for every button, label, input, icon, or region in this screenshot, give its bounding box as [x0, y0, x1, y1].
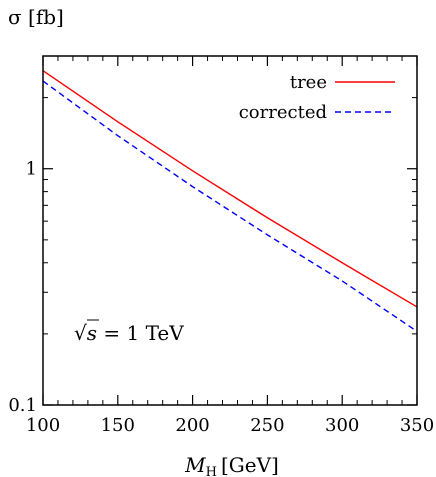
legend-label-corrected: corrected	[239, 102, 327, 123]
annotation-text: √s = 1 TeV	[74, 321, 184, 345]
energy-annotation: √s = 1 TeV	[74, 319, 184, 345]
x-tick-label: 250	[250, 415, 284, 436]
x-axis-label-unit: [GeV]	[221, 453, 279, 477]
x-axis-label-sub: H	[206, 465, 217, 477]
x-tick-label: 350	[400, 415, 434, 436]
annotation-var: s	[87, 321, 97, 345]
plot-frame	[42, 55, 418, 406]
series-line-tree	[42, 70, 418, 308]
x-tick-label: 300	[325, 415, 359, 436]
legend: tree corrected	[239, 72, 395, 123]
annotation-root: √	[74, 321, 87, 345]
x-tick-label: 100	[26, 415, 60, 436]
annotation-rest: = 1 TeV	[97, 321, 184, 345]
y-tick-label: 0.1	[8, 395, 37, 416]
x-tick-label: 150	[101, 415, 135, 436]
series-layer	[42, 70, 418, 332]
legend-label-tree: tree	[290, 72, 327, 93]
x-axis-label: MH [GeV]	[184, 453, 279, 477]
series-line-corrected	[42, 80, 418, 332]
ticks-layer: 100 150 200 250 300 350 0.1 1	[8, 55, 434, 436]
y-axis-label: σ [fb]	[8, 5, 64, 29]
x-axis-label-main: M	[184, 453, 206, 477]
y-tick-label: 1	[26, 159, 37, 180]
x-tick-label: 200	[175, 415, 209, 436]
